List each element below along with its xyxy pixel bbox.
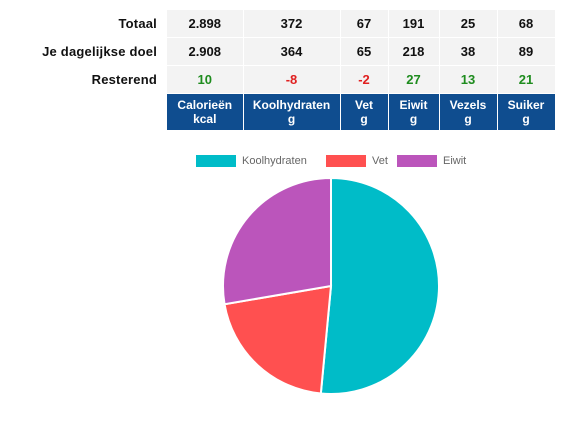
cell-totaal-vet: 67 bbox=[340, 10, 389, 38]
column-name: Vet bbox=[354, 98, 373, 112]
column-unit: g bbox=[360, 112, 368, 126]
cell-resterend-suiker: 21 bbox=[497, 65, 556, 94]
legend-label: Eiwit bbox=[443, 155, 467, 167]
column-header-koolhydraten: Koolhydraten g bbox=[243, 93, 341, 130]
nutrition-summary-table: Totaal 2.898 372 67 191 25 68 Je dagelij… bbox=[0, 10, 556, 130]
cell-doel-calorieen: 2.908 bbox=[167, 37, 244, 66]
cell-totaal-vezels: 25 bbox=[439, 10, 498, 38]
column-name: Vezels bbox=[449, 98, 487, 112]
cell-totaal-eiwit: 191 bbox=[388, 10, 440, 38]
pie-slice-vet[interactable] bbox=[223, 284, 333, 395]
legend-label: Koolhydraten bbox=[242, 155, 307, 167]
column-header-vezels: Vezels g bbox=[439, 93, 498, 130]
column-header-row: Calorieën kcal Koolhydraten g Vet g Eiwit g … bbox=[0, 93, 556, 130]
column-unit: g bbox=[287, 112, 296, 126]
column-header-calorieen: Calorieën kcal bbox=[167, 93, 244, 130]
cell-totaal-suiker: 68 bbox=[497, 10, 556, 38]
row-label-resterend: Resterend bbox=[0, 65, 167, 94]
column-name: Koolhydraten bbox=[252, 98, 331, 112]
cell-resterend-koolhydraten: -8 bbox=[243, 65, 341, 94]
pie-slice-koolhydraten[interactable] bbox=[319, 176, 440, 395]
cell-resterend-vet: -2 bbox=[340, 65, 389, 94]
cell-totaal-koolhydraten: 372 bbox=[243, 10, 341, 38]
column-name: Suiker bbox=[507, 98, 545, 112]
column-unit: kcal bbox=[193, 112, 217, 126]
row-totaal: Totaal 2.898 372 67 191 25 68 bbox=[0, 10, 556, 38]
cell-doel-eiwit: 218 bbox=[388, 37, 440, 66]
row-dagelijkse-doel: Je dagelijkse doel 2.908 364 65 218 38 8… bbox=[0, 37, 556, 66]
column-unit: g bbox=[464, 112, 472, 126]
cell-doel-suiker: 89 bbox=[497, 37, 556, 66]
column-header-suiker: Suiker g bbox=[497, 93, 556, 130]
cell-resterend-calorieen: 10 bbox=[167, 65, 244, 94]
column-unit: g bbox=[409, 112, 418, 126]
cell-doel-koolhydraten: 364 bbox=[243, 37, 341, 66]
cell-resterend-eiwit: 27 bbox=[388, 65, 440, 94]
cell-doel-vet: 65 bbox=[340, 37, 389, 66]
column-unit: g bbox=[522, 112, 530, 126]
header-spacer bbox=[0, 93, 167, 130]
cell-resterend-vezels: 13 bbox=[439, 65, 498, 94]
row-label-totaal: Totaal bbox=[0, 10, 167, 38]
legend-swatch bbox=[326, 155, 366, 167]
legend-swatch bbox=[196, 155, 236, 167]
column-header-eiwit: Eiwit g bbox=[388, 93, 440, 130]
cell-doel-vezels: 38 bbox=[439, 37, 498, 66]
column-name: Eiwit bbox=[399, 98, 428, 112]
column-header-vet: Vet g bbox=[340, 93, 389, 130]
pie-slice-eiwit[interactable] bbox=[222, 176, 332, 306]
row-label-dagelijkse-doel: Je dagelijkse doel bbox=[0, 37, 167, 66]
legend-swatch bbox=[397, 155, 437, 167]
column-name: Calorieën bbox=[177, 98, 233, 112]
legend-label: Vet bbox=[372, 155, 388, 167]
row-resterend: Resterend 10 -8 -2 27 13 21 bbox=[0, 65, 556, 94]
cell-totaal-calorieen: 2.898 bbox=[167, 10, 244, 38]
